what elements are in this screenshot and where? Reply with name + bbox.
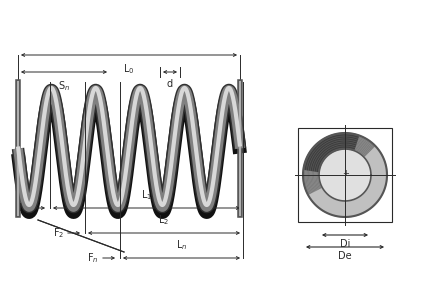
Bar (298, 128, 392, 222)
Text: F$_2$: F$_2$ (53, 226, 64, 240)
Circle shape (319, 149, 371, 201)
Text: Di: Di (340, 239, 350, 249)
Circle shape (303, 133, 387, 217)
Text: L$_2$: L$_2$ (159, 213, 170, 227)
Text: De: De (338, 251, 352, 261)
Text: L$_n$: L$_n$ (176, 238, 187, 252)
Text: L$_0$: L$_0$ (123, 62, 135, 76)
Text: L$_1$: L$_1$ (141, 188, 152, 202)
Text: +: + (343, 169, 349, 178)
Text: d: d (167, 79, 173, 89)
Text: F$_1$: F$_1$ (18, 201, 29, 215)
Text: F$_n$: F$_n$ (88, 251, 99, 265)
Text: S$_n$: S$_n$ (58, 79, 70, 93)
